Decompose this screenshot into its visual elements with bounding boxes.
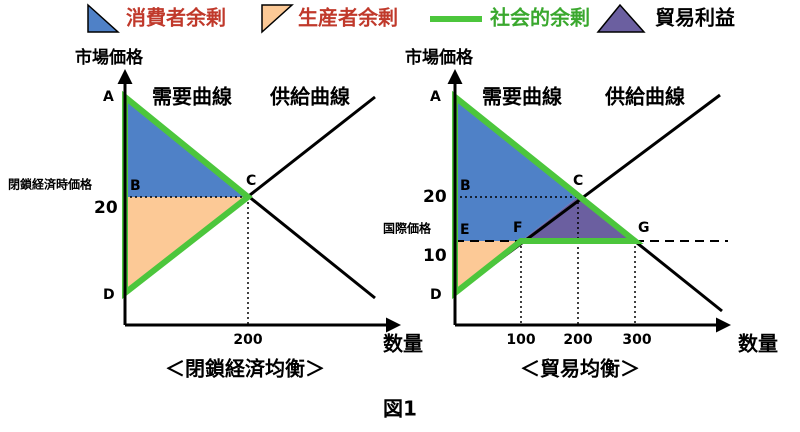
point-label: C [246, 173, 256, 189]
y-label: 市場価格 [405, 47, 474, 68]
left-panel: 市場価格 数量 需要曲線 供給曲線 A B C D 閉鎖経済時価格 20 200… [8, 47, 423, 381]
trade-icon [596, 3, 646, 33]
demand-label: 需要曲線 [482, 85, 562, 109]
legend-label: 生産者余剰 [298, 6, 398, 30]
panel-title: ＜貿易均衡＞ [520, 357, 640, 381]
world-price-label: 国際価格 [383, 221, 432, 236]
producer-icon [261, 4, 294, 34]
point-label: E [460, 222, 470, 238]
legend-label: 貿易利益 [655, 6, 735, 30]
point-label: F [513, 220, 523, 236]
quantity-value: 200 [233, 332, 262, 348]
price-label: 閉鎖経済時価格 [8, 177, 93, 192]
point-label: A [103, 89, 114, 105]
quantity-value: 100 [506, 332, 535, 348]
y-label: 市場価格 [75, 47, 144, 68]
right-panel: 市場価格 数量 需要曲線 供給曲線 A B C D E F G 20 国際価格 … [383, 47, 778, 381]
legend-label: 消費者余剰 [126, 6, 226, 30]
point-label: G [638, 220, 650, 236]
point-label: A [430, 89, 441, 105]
demand-label: 需要曲線 [152, 85, 232, 109]
consumer-surplus [455, 97, 578, 241]
x-label: 数量 [738, 332, 778, 356]
quantity-value: 300 [622, 332, 651, 348]
price-value: 20 [423, 187, 447, 207]
panel-title: ＜閉鎖経済均衡＞ [165, 357, 325, 381]
supply-label: 供給曲線 [269, 85, 350, 109]
caption: 図1 [383, 397, 417, 421]
price-value: 20 [94, 198, 118, 218]
consumer-icon [87, 3, 120, 33]
point-label: D [103, 287, 115, 303]
point-label: B [460, 178, 471, 194]
legend: 消費者余剰 生産者余剰 社会的余剰 貿易利益 [87, 3, 735, 34]
x-label: 数量 [383, 332, 423, 356]
quantity-value: 200 [563, 332, 592, 348]
legend-label: 社会的余剰 [489, 6, 590, 30]
point-label: D [430, 287, 442, 303]
world-price-value: 10 [423, 246, 447, 266]
supply-label: 供給曲線 [604, 85, 685, 109]
point-label: C [573, 173, 583, 189]
point-label: B [130, 178, 141, 194]
